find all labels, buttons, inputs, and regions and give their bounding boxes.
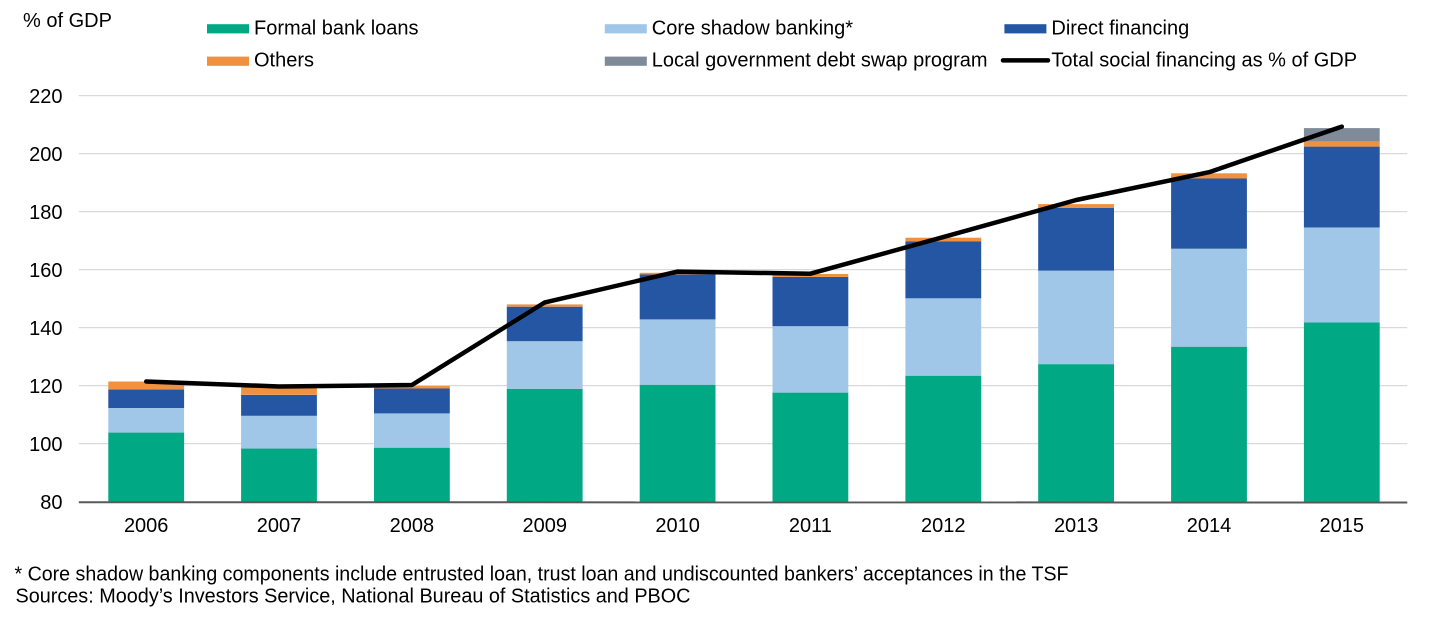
svg-text:180: 180 (29, 202, 62, 224)
svg-text:Others: Others (254, 50, 314, 72)
svg-text:160: 160 (29, 260, 62, 282)
svg-text:2006: 2006 (124, 515, 169, 537)
svg-text:2013: 2013 (1054, 515, 1099, 537)
svg-text:2015: 2015 (1320, 515, 1365, 537)
svg-text:2010: 2010 (655, 515, 700, 537)
svg-text:Local government debt swap pro: Local government debt swap program (652, 50, 988, 72)
svg-text:Direct financing: Direct financing (1051, 17, 1189, 39)
svg-text:2007: 2007 (257, 515, 302, 537)
svg-text:100: 100 (29, 434, 62, 456)
svg-text:80: 80 (40, 492, 62, 514)
svg-text:Sources: Moody’s Investors Ser: Sources: Moody’s Investors Service, Nati… (16, 586, 691, 608)
svg-text:2008: 2008 (390, 515, 435, 537)
svg-text:140: 140 (29, 318, 62, 340)
svg-text:120: 120 (29, 376, 62, 398)
svg-text:Total social financing as % of: Total social financing as % of GDP (1051, 50, 1357, 72)
svg-text:200: 200 (29, 144, 62, 166)
svg-text:2014: 2014 (1187, 515, 1232, 537)
svg-text:Core shadow banking*: Core shadow banking* (652, 17, 853, 39)
svg-text:2012: 2012 (921, 515, 966, 537)
svg-text:* Core shadow banking componen: * Core shadow banking components include… (15, 564, 1069, 586)
svg-text:220: 220 (29, 86, 62, 108)
svg-text:% of GDP: % of GDP (23, 10, 112, 32)
svg-text:2009: 2009 (523, 515, 568, 537)
svg-text:2011: 2011 (789, 515, 832, 537)
svg-text:Formal bank loans: Formal bank loans (254, 17, 419, 39)
